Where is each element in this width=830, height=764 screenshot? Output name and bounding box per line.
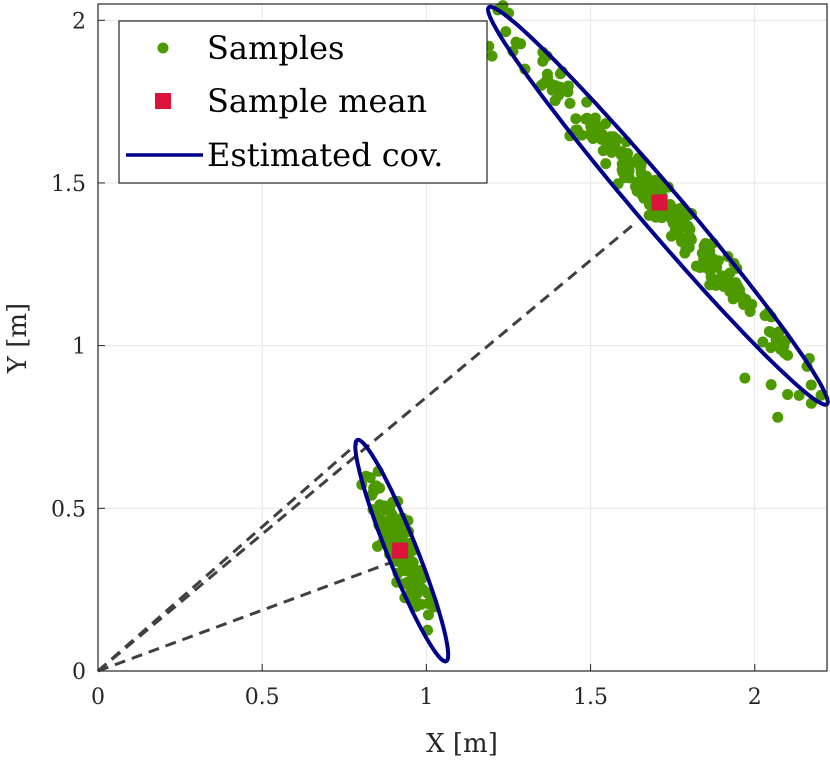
sample-point bbox=[715, 275, 727, 287]
sample-point bbox=[372, 505, 384, 517]
legend-samples-label: Samples bbox=[207, 29, 344, 67]
y-tick-label: 0.5 bbox=[51, 497, 86, 522]
sample-point bbox=[669, 203, 681, 215]
sample-point bbox=[757, 336, 769, 348]
sample-point bbox=[707, 253, 719, 265]
y-tick-label: 0 bbox=[72, 660, 86, 685]
sample-point bbox=[665, 230, 677, 242]
x-tick-label: 0 bbox=[91, 685, 105, 710]
sample-point bbox=[570, 113, 582, 125]
sample-point bbox=[772, 411, 784, 423]
sample-point bbox=[542, 72, 554, 84]
legend-mean-marker bbox=[155, 93, 171, 109]
sample-point bbox=[600, 118, 612, 130]
sample-point bbox=[698, 253, 710, 265]
sample-point bbox=[682, 220, 694, 232]
sample-means bbox=[392, 194, 668, 559]
sample-point bbox=[766, 327, 778, 339]
sample-point bbox=[765, 379, 777, 391]
sample-point bbox=[546, 84, 558, 96]
legend-cov-label: Estimated cov. bbox=[207, 136, 443, 174]
sample-point bbox=[605, 134, 617, 146]
sample-point bbox=[589, 116, 601, 128]
sample-point bbox=[636, 189, 648, 201]
sample-point bbox=[778, 340, 790, 352]
sample-point bbox=[738, 294, 750, 306]
sample-point bbox=[606, 146, 618, 158]
sample-point bbox=[617, 166, 629, 178]
sample-point bbox=[562, 80, 574, 92]
sample-point bbox=[388, 522, 400, 534]
sample-point bbox=[782, 388, 794, 400]
sample-point bbox=[635, 167, 647, 179]
sample-point bbox=[690, 260, 702, 272]
sample-point bbox=[500, 26, 512, 38]
covariance-ellipses bbox=[353, 4, 830, 664]
y-tick-label: 1 bbox=[72, 335, 86, 360]
sample-point bbox=[576, 129, 588, 141]
sample-point bbox=[635, 179, 647, 191]
sample-point bbox=[744, 306, 756, 318]
y-axis-label: Y [m] bbox=[3, 303, 33, 374]
sample-point bbox=[564, 97, 576, 109]
sample-point bbox=[685, 234, 697, 246]
sample-point bbox=[422, 597, 434, 609]
sample-point bbox=[549, 95, 561, 107]
sample-point bbox=[654, 179, 666, 191]
sample-point bbox=[486, 50, 498, 62]
x-tick-label: 1.5 bbox=[573, 685, 608, 710]
axes bbox=[97, 3, 828, 672]
x-axis-label: X [m] bbox=[426, 729, 498, 759]
sample-point bbox=[364, 472, 376, 484]
sample-point bbox=[739, 372, 751, 384]
sample-point bbox=[600, 158, 612, 170]
sample-point bbox=[386, 508, 398, 520]
sample-point bbox=[793, 389, 805, 401]
sample-point bbox=[679, 247, 691, 259]
y-tick-label: 2 bbox=[72, 9, 86, 34]
sample-point bbox=[405, 544, 417, 556]
sample-point bbox=[724, 267, 736, 279]
sample-point bbox=[765, 342, 777, 354]
sample-point bbox=[422, 609, 434, 621]
sample-point bbox=[635, 158, 647, 170]
sample-point bbox=[626, 157, 638, 169]
plot-frame bbox=[97, 3, 828, 672]
legend: Samples Sample mean Estimated cov. bbox=[118, 20, 488, 184]
covariance-ellipse bbox=[353, 437, 451, 664]
y-tick-label: 1.5 bbox=[51, 172, 86, 197]
sample-mean-marker bbox=[392, 542, 409, 559]
sample-point bbox=[705, 271, 717, 283]
sample-point bbox=[405, 585, 417, 597]
x-tick-label: 0.5 bbox=[245, 685, 280, 710]
sample-point bbox=[730, 277, 742, 289]
x-tick-label: 1 bbox=[419, 685, 433, 710]
covariance-ellipse bbox=[485, 4, 830, 407]
legend-mean-label: Sample mean bbox=[207, 82, 427, 120]
tick-labels: 0 0.5 1 1.5 2 0 0.5 1 1.5 2 bbox=[51, 9, 762, 710]
sample-point bbox=[416, 583, 428, 595]
sample-point bbox=[515, 38, 527, 50]
legend-samples-marker bbox=[157, 42, 169, 54]
sample-point bbox=[622, 147, 634, 159]
sample-mean-marker bbox=[651, 194, 668, 211]
sample-point bbox=[592, 126, 604, 138]
x-tick-label: 2 bbox=[748, 685, 762, 710]
sample-point bbox=[805, 379, 817, 391]
sample-point bbox=[643, 209, 655, 221]
sample-point bbox=[370, 480, 382, 492]
